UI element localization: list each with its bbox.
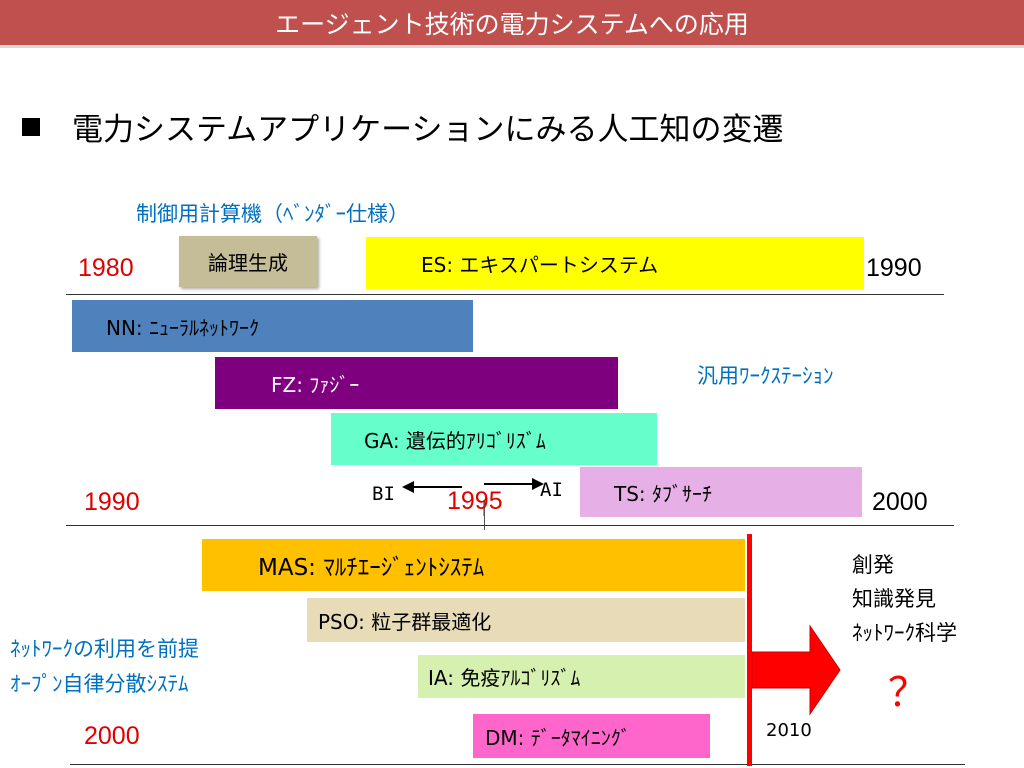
future-topic-network-science: ﾈｯﾄﾜｰｸ科学 xyxy=(852,621,957,645)
neural-network-label: NN: ﾆｭｰﾗﾙﾈｯﾄﾜｰｸ xyxy=(106,315,260,340)
genetic-algorithm-bar: GA: 遺伝的ｱﾘｺﾞﾘｽﾞﾑ xyxy=(331,413,657,465)
genetic-algorithm-label: GA: 遺伝的ｱﾘｺﾞﾘｽﾞﾑ xyxy=(364,428,546,453)
pso-bar: PSO: 粒子群最適化 xyxy=(307,598,745,642)
multi-agent-system-bar: MAS: ﾏﾙﾁｴｰｼﾞｪﾝﾄｼｽﾃﾑ xyxy=(202,539,745,591)
workstation-note: 汎用ﾜｰｸｽﾃｰｼｮﾝ xyxy=(697,364,834,388)
year-1995: 1995 xyxy=(447,487,503,515)
future-topic-emergence: 創発 xyxy=(852,553,894,577)
bi-label: BI xyxy=(372,483,395,505)
year-1990-left: 1990 xyxy=(84,488,140,516)
future-topic-knowledge-discovery: 知識発見 xyxy=(852,587,936,611)
timeline-divider-1990 xyxy=(66,294,944,295)
logic-generation-bar: 論理生成 xyxy=(179,236,317,287)
vendor-computer-note: 制御用計算機（ﾍﾞﾝﾀﾞｰ仕様） xyxy=(136,202,409,226)
square-bullet-icon xyxy=(22,118,40,136)
ai-label: AI xyxy=(540,479,563,501)
neural-network-bar: NN: ﾆｭｰﾗﾙﾈｯﾄﾜｰｸ xyxy=(72,300,473,352)
pso-label: PSO: 粒子群最適化 xyxy=(318,609,492,634)
immune-algorithm-bar: IA: 免疫ｱﾙｺﾞﾘｽﾞﾑ xyxy=(418,655,745,698)
data-mining-bar: DM: ﾃﾞｰﾀﾏｲﾆﾝｸﾞ xyxy=(473,714,710,758)
section-heading: 電力システムアプリケーションにみる人工知の変遷 xyxy=(22,104,783,149)
timeline-divider-2010 xyxy=(70,764,965,765)
question-mark: ？ xyxy=(888,670,928,716)
data-mining-label: DM: ﾃﾞｰﾀﾏｲﾆﾝｸﾞ xyxy=(485,725,631,750)
immune-algorithm-label: IA: 免疫ｱﾙｺﾞﾘｽﾞﾑ xyxy=(428,666,581,690)
year-2010: 2010 xyxy=(766,720,812,741)
expert-system-label: ES: エキスパートシステム xyxy=(421,252,659,277)
year-1980: 1980 xyxy=(78,254,134,282)
expert-system-bar: ES: エキスパートシステム xyxy=(366,237,864,289)
future-arrow-icon xyxy=(752,624,841,716)
logic-generation-label: 論理生成 xyxy=(208,251,288,275)
bi-ai-arrow-icon xyxy=(402,478,544,516)
timeline-divider-2000 xyxy=(66,525,954,526)
tabu-search-bar: TS: ﾀﾌﾞｻｰﾁ xyxy=(580,467,862,517)
year-1990-right: 1990 xyxy=(866,254,922,282)
year-1995-tick xyxy=(484,500,485,530)
section-heading-text: 電力システムアプリケーションにみる人工知の変遷 xyxy=(72,112,784,148)
multi-agent-system-label: MAS: ﾏﾙﾁｴｰｼﾞｪﾝﾄｼｽﾃﾑ xyxy=(258,555,485,581)
slide-title-bar: エージェント技術の電力システムへの応用 xyxy=(0,0,1024,48)
tabu-search-label: TS: ﾀﾌﾞｻｰﾁ xyxy=(614,481,713,506)
fuzzy-bar: FZ: ﾌｧｼﾞｰ xyxy=(215,357,618,409)
network-note-line2: ｵｰﾌﾟﾝ自律分散ｼｽﾃﾑ xyxy=(10,672,189,696)
slide-title: エージェント技術の電力システムへの応用 xyxy=(275,9,749,39)
year-2010-marker-line xyxy=(747,534,752,766)
year-2000-left: 2000 xyxy=(84,722,140,750)
year-2000-right: 2000 xyxy=(872,488,928,516)
fuzzy-label: FZ: ﾌｧｼﾞｰ xyxy=(271,372,360,397)
network-note-line1: ﾈｯﾄﾜｰｸの利用を前提 xyxy=(10,637,199,661)
